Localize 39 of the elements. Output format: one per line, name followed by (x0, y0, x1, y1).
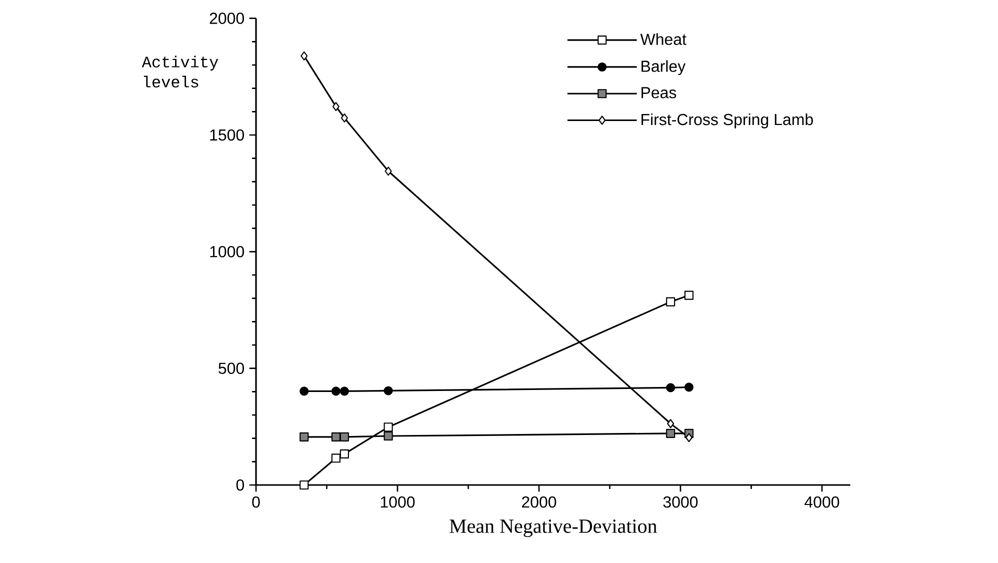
point (340, 432, 349, 442)
point (300, 432, 309, 442)
x-axis-title: Mean Negative-Deviation (450, 520, 657, 538)
point (340, 386, 349, 396)
point (384, 386, 393, 396)
x-tick-label: 1000 (380, 496, 415, 508)
point (340, 113, 348, 122)
point (331, 386, 340, 396)
point (384, 166, 392, 176)
x-tick-label: 2000 (522, 496, 556, 508)
point (331, 454, 340, 463)
legend-label: First-Cross Spring Lamb (642, 113, 813, 128)
point (685, 433, 693, 442)
y-tick-label: 0 (236, 479, 244, 491)
point (300, 386, 309, 396)
point (667, 419, 674, 428)
legend-label: Wheat (640, 33, 686, 45)
point (684, 382, 694, 392)
legend-label: Barley (642, 60, 686, 76)
point (684, 290, 694, 300)
x-tick-label: 0 (252, 496, 260, 508)
point (340, 449, 349, 458)
point (300, 480, 309, 490)
point (331, 432, 340, 442)
y-tick-label: 2000 (210, 12, 244, 24)
point (384, 422, 393, 432)
x-tick-label: 3000 (663, 496, 698, 508)
x-tick-label: 4000 (804, 496, 840, 508)
point (300, 51, 308, 60)
y-tick-label: 1500 (210, 129, 244, 141)
point (384, 431, 393, 441)
point (666, 383, 676, 392)
point (666, 297, 676, 306)
y-axis-title: Activity levels (142, 56, 218, 88)
y-tick-label: 500 (218, 362, 244, 374)
point (666, 428, 676, 438)
point (332, 102, 340, 112)
legend-label: Peas (642, 87, 676, 98)
y-tick-label: 1000 (210, 246, 244, 258)
